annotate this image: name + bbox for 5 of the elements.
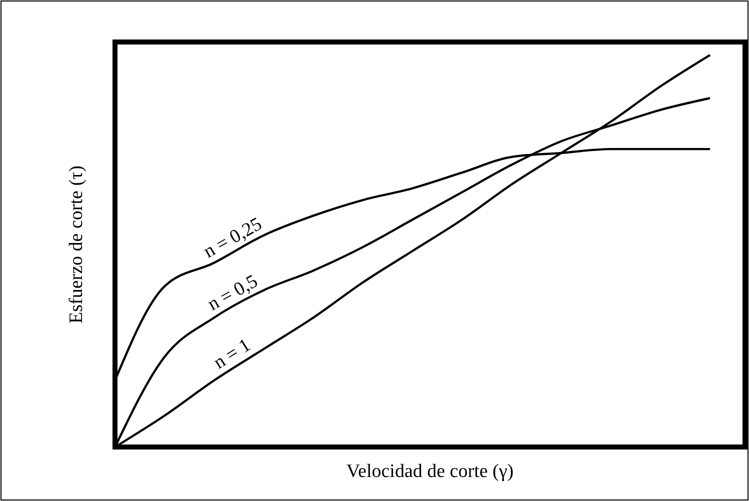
- text: n = 1: [210, 334, 254, 374]
- x-axis-title: Velocidad de corte (γ): [346, 461, 514, 482]
- text: n = 0,5: [204, 270, 262, 316]
- y-axis-title: Esfuerzo de corte (τ): [66, 166, 87, 324]
- text: n = 0,25: [200, 214, 266, 263]
